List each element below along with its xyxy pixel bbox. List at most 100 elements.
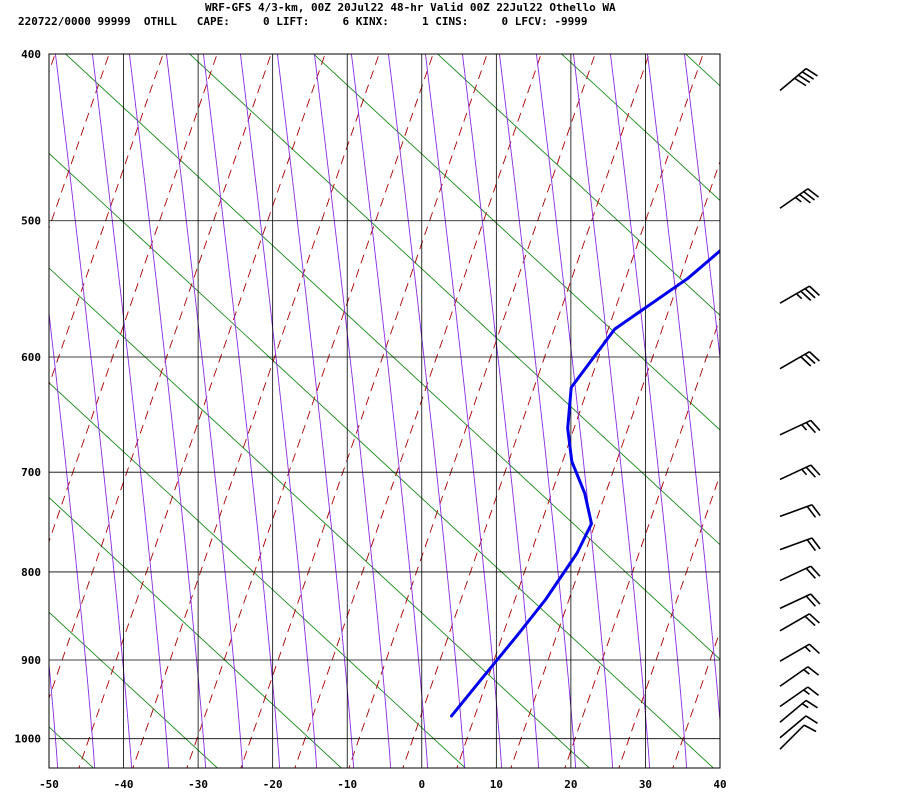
barb-flag: [808, 351, 820, 362]
barb-flag: [800, 356, 812, 367]
barb-flag: [805, 422, 816, 434]
barb-flag: [808, 285, 820, 296]
barb-half-flag: [803, 668, 810, 675]
wind-barb: [779, 593, 821, 610]
barb-flag: [811, 504, 821, 517]
barb-flag: [805, 466, 816, 478]
moist-adiabat-line: [49, 54, 110, 230]
wind-barb: [779, 504, 821, 518]
y-tick-label: 500: [21, 215, 41, 228]
adiabat-line: [64, 54, 720, 661]
adiabat-line: [188, 54, 720, 546]
adiabat-line: [436, 54, 720, 316]
wind-barb: [779, 351, 820, 370]
adiabat-line: [312, 54, 720, 431]
barb-half-flag: [804, 646, 811, 653]
barb-flag: [805, 699, 818, 709]
moist-adiabat-line: [672, 630, 720, 768]
barb-staff: [779, 419, 812, 436]
barb-flag: [810, 419, 821, 432]
moist-adiabat-line: [49, 54, 164, 387]
mixing-ratio-line: [683, 54, 720, 362]
barb-flag: [811, 537, 821, 550]
barb-staff: [779, 464, 812, 481]
chart-subtitle: 220722/0000 99999 OTHLL CAPE: 0 LIFT: 6 …: [18, 15, 588, 28]
barb-flag: [794, 77, 807, 87]
grid-lines: [49, 53, 720, 768]
y-tick-label: 1000: [15, 733, 42, 746]
x-tick-label: 0: [418, 778, 425, 791]
barb-staff: [779, 351, 810, 370]
x-tick-label: 20: [564, 778, 577, 791]
barb-flag: [808, 643, 820, 655]
adiabat-line: [49, 496, 343, 768]
adiabat-line: [49, 382, 467, 768]
barb-staff: [779, 724, 805, 750]
barb-flag: [801, 71, 815, 80]
wind-barb: [779, 537, 821, 552]
moist-adiabat-line: [720, 34, 900, 788]
mixing-ratio-line: [239, 54, 318, 768]
barb-staff: [779, 686, 809, 708]
wind-barb: [779, 419, 821, 436]
barb-flag: [810, 464, 821, 476]
adiabat-line: [49, 267, 591, 768]
moist-adiabat-line: [774, 34, 900, 788]
moist-adiabat-line: [0, 34, 8, 788]
mixing-ratio-line: [387, 54, 466, 768]
mixing-ratio-line: [49, 659, 59, 768]
barb-flag: [806, 539, 817, 552]
barb-flag: [799, 193, 811, 204]
mixing-ratio-line: [867, 34, 900, 788]
wind-barbs: [779, 67, 821, 750]
x-tick-label: -50: [39, 778, 59, 791]
barb-flag: [808, 613, 820, 624]
barb-flag: [805, 67, 818, 77]
dewpoint-profile: [450, 248, 720, 718]
moist-adiabat-line: [402, 54, 650, 768]
barb-staff: [779, 537, 813, 551]
moist-adiabat-line: [240, 54, 488, 768]
barb-flag: [804, 353, 816, 365]
wind-barb: [779, 715, 818, 739]
mixing-ratio-line: [830, 34, 900, 788]
moist-adiabat-line: [294, 54, 542, 768]
moist-adiabat-line: [49, 54, 56, 74]
wind-barb: [779, 565, 821, 582]
mixing-ratio-line: [350, 54, 429, 768]
barb-staff: [779, 67, 807, 92]
mixing-ratio-line: [313, 54, 392, 768]
wind-barb: [779, 285, 820, 304]
mixing-ratio-line: [572, 54, 651, 768]
wind-barb: [779, 724, 817, 750]
barb-half-flag: [801, 468, 808, 476]
barb-flag: [805, 715, 818, 724]
wind-barb: [779, 188, 820, 209]
mixing-ratio-line: [276, 54, 355, 768]
barb-staff: [779, 613, 810, 632]
mixing-ratio-line: [424, 54, 503, 768]
barb-flag: [807, 666, 820, 676]
wind-barb: [779, 686, 820, 708]
barb-flag: [805, 567, 816, 579]
barb-flag: [803, 724, 817, 733]
y-tick-label: 400: [21, 48, 41, 61]
x-tick-label: -30: [188, 778, 208, 791]
adiabat-line: [560, 54, 720, 202]
x-tick-label: -10: [337, 778, 357, 791]
moist-adiabat-line: [78, 54, 326, 768]
y-tick-label: 700: [21, 466, 41, 479]
barb-flag: [810, 593, 821, 605]
mixing-ratio-line: [719, 34, 799, 788]
moist-adiabat-line: [828, 34, 900, 788]
y-tick-label: 800: [21, 566, 41, 579]
plot-frame: [48, 53, 721, 769]
barb-flag: [804, 615, 816, 627]
mixing-ratio-line: [49, 309, 96, 768]
x-tick-label: -20: [263, 778, 283, 791]
wind-barb: [779, 643, 820, 662]
barb-staff: [779, 643, 810, 662]
mixing-ratio-line: [202, 54, 281, 768]
barb-half-flag: [803, 689, 810, 696]
